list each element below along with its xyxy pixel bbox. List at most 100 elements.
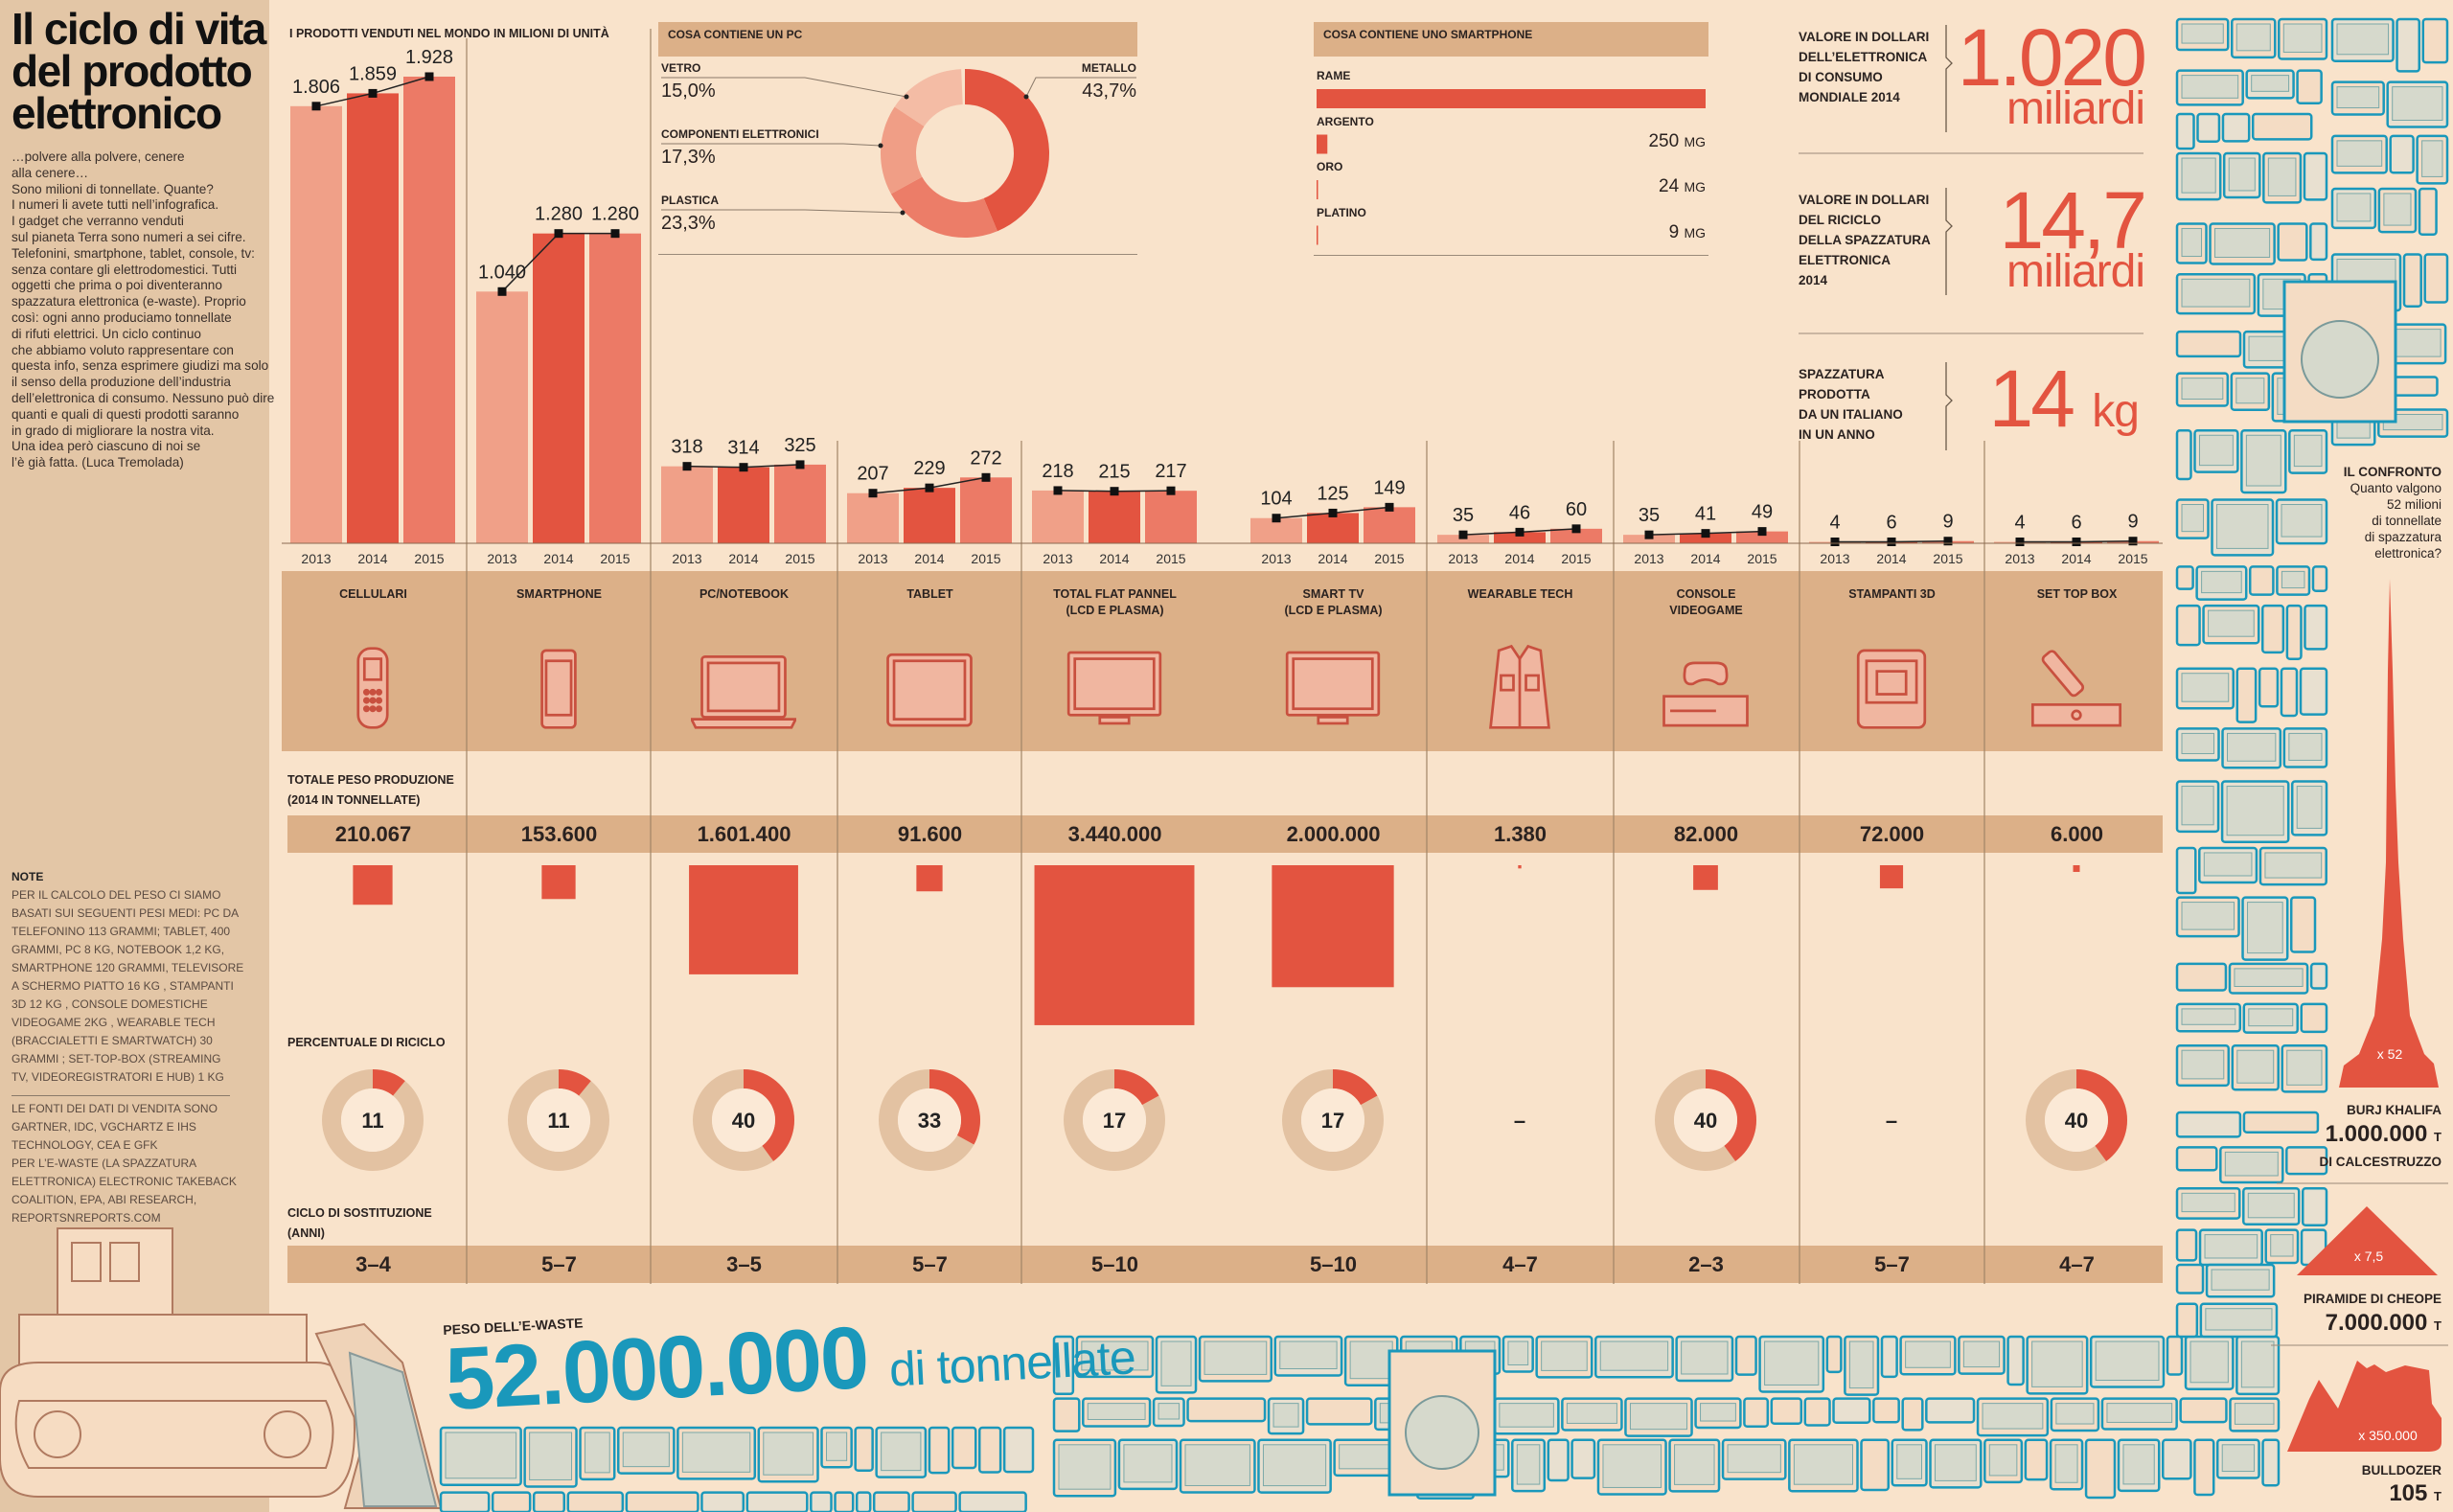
device-screen — [2247, 902, 2283, 954]
product-name: STAMPANTI 3D — [1848, 587, 1936, 601]
year-label: 2014 — [728, 551, 758, 566]
weight-value: 210.067 — [334, 822, 412, 846]
device-icon — [2301, 1187, 2328, 1226]
confronto-line: 52 milioni — [2386, 497, 2442, 512]
bar-value-label: 217 — [1155, 461, 1186, 482]
device-icon — [1901, 1397, 1924, 1432]
trend-marker — [868, 489, 878, 498]
pc-slice-value: 43,7% — [1082, 80, 1136, 102]
stat-label-line: MONDIALE 2014 — [1799, 90, 1900, 104]
device-icon — [2309, 962, 2328, 990]
intro-line: alla cenere… — [11, 165, 89, 180]
stat-label: VALORE IN DOLLARI DELL’ELETTRONICA DI CONS… — [1799, 27, 1929, 107]
stat-unit: kg — [2092, 386, 2140, 437]
note-line: Technology, CEA e GfK — [11, 1138, 158, 1152]
device-screen — [881, 1432, 922, 1472]
device-screen — [2181, 227, 2203, 258]
intro-line: il senso della produzione dell’industria — [11, 375, 231, 390]
pc-section-header: COSA CONTIENE UN PC — [658, 22, 1137, 57]
comparison-value: 105 T — [2389, 1480, 2442, 1506]
device-icon — [2024, 1438, 2049, 1481]
cycle-value: 2–3 — [1688, 1252, 1724, 1276]
product-name: TOTAL FLAT PANNEL — [1053, 587, 1177, 601]
stat-label-line: VALORE IN DOLLARI — [1799, 30, 1930, 44]
bar-value-label: 125 — [1317, 483, 1348, 504]
device-screen — [2383, 193, 2412, 226]
stat-unit: miliardi — [2006, 246, 2145, 297]
bar — [1680, 533, 1731, 543]
note-line: smartphone 120 grammi, televisore — [11, 961, 244, 974]
device-screen — [2288, 732, 2323, 761]
device-screen — [1848, 1340, 1874, 1389]
device-screen — [2235, 378, 2265, 404]
confronto-line: Quanto valgono — [2350, 481, 2442, 495]
device-icon — [810, 1491, 833, 1512]
year-label: 2013 — [1820, 551, 1849, 566]
note-line: grammi, PC 8 kg, notebook 1,2 kg, — [11, 943, 225, 956]
device-screen — [1081, 1340, 1149, 1371]
device-icon — [1186, 1397, 1267, 1423]
product-subname: (LCD E PLASMA) — [1284, 604, 1383, 617]
trend-marker — [1887, 537, 1896, 546]
device-icon — [855, 1491, 872, 1512]
year-label: 2013 — [672, 551, 701, 566]
device-screen — [2221, 1444, 2256, 1473]
weight-square — [1693, 865, 1718, 890]
bar — [718, 467, 769, 543]
confronto-title: IL CONFRONTO — [2343, 465, 2442, 479]
smartphone-icon — [540, 649, 577, 729]
device-icon — [439, 1491, 491, 1512]
device-icon — [2175, 846, 2197, 895]
device-screen — [1982, 1403, 2044, 1430]
ewaste-unit: di tonnellate — [887, 1330, 1136, 1397]
device-icon — [2175, 1263, 2205, 1294]
unit: MG — [1684, 133, 1706, 149]
device-icon — [2296, 69, 2323, 104]
trend-marker — [1515, 527, 1525, 537]
device-icon — [566, 1491, 625, 1512]
bar-value-label: 218 — [1042, 461, 1073, 482]
device-icon — [2248, 565, 2275, 596]
device-icon — [2084, 1438, 2117, 1500]
material-label: RAME — [1317, 69, 1351, 82]
title-line: elettronico — [11, 88, 222, 138]
intro-line: così: ogni anno produciamo tonnellate — [11, 309, 232, 325]
console-icon — [1662, 661, 1749, 727]
bar-value-label: 1.928 — [405, 47, 453, 68]
product-name: SMART TV — [1302, 587, 1364, 601]
device-icon — [1052, 1335, 1075, 1396]
brace — [1945, 362, 1953, 450]
device-screen — [2181, 23, 2224, 44]
divider — [11, 1095, 230, 1096]
device-icon — [1880, 1335, 1898, 1379]
cycle-band — [287, 1246, 2163, 1283]
device-screen — [2281, 570, 2305, 589]
bulldozer-icon — [2287, 1361, 2442, 1452]
note-line: grammi ; set-top-box (streaming — [11, 1052, 221, 1065]
device-icon — [2166, 1335, 2184, 1376]
label-line: (ANNI) — [287, 1226, 325, 1240]
year-label: 2014 — [1318, 551, 1347, 566]
device-screen — [1727, 1444, 1781, 1474]
device-screen — [2235, 23, 2271, 52]
note-line: telefonino 113 grammi; tablet, 400 — [11, 925, 231, 938]
cycle-value: 3–4 — [355, 1252, 391, 1276]
year-label: 2013 — [1634, 551, 1663, 566]
device-screen — [2181, 786, 2214, 826]
device-icon — [2303, 151, 2328, 201]
note-line: a schermo piatto 16 kg , stampanti — [11, 979, 234, 993]
note-line: videogame 2kg , wearable tech — [11, 1016, 216, 1029]
material-value: 9 MG — [1668, 221, 1706, 242]
device-screen — [2267, 157, 2297, 196]
device-icon — [2277, 222, 2308, 262]
device-icon — [2311, 565, 2328, 593]
unit: T — [2434, 1489, 2442, 1503]
device-screen — [2336, 193, 2372, 222]
divider — [1314, 255, 1708, 256]
device-screen — [2181, 504, 2205, 533]
year-label: 2014 — [543, 551, 573, 566]
bar — [1736, 531, 1788, 543]
multiplier: x 52 — [2377, 1046, 2403, 1062]
device-screen — [2181, 673, 2230, 702]
